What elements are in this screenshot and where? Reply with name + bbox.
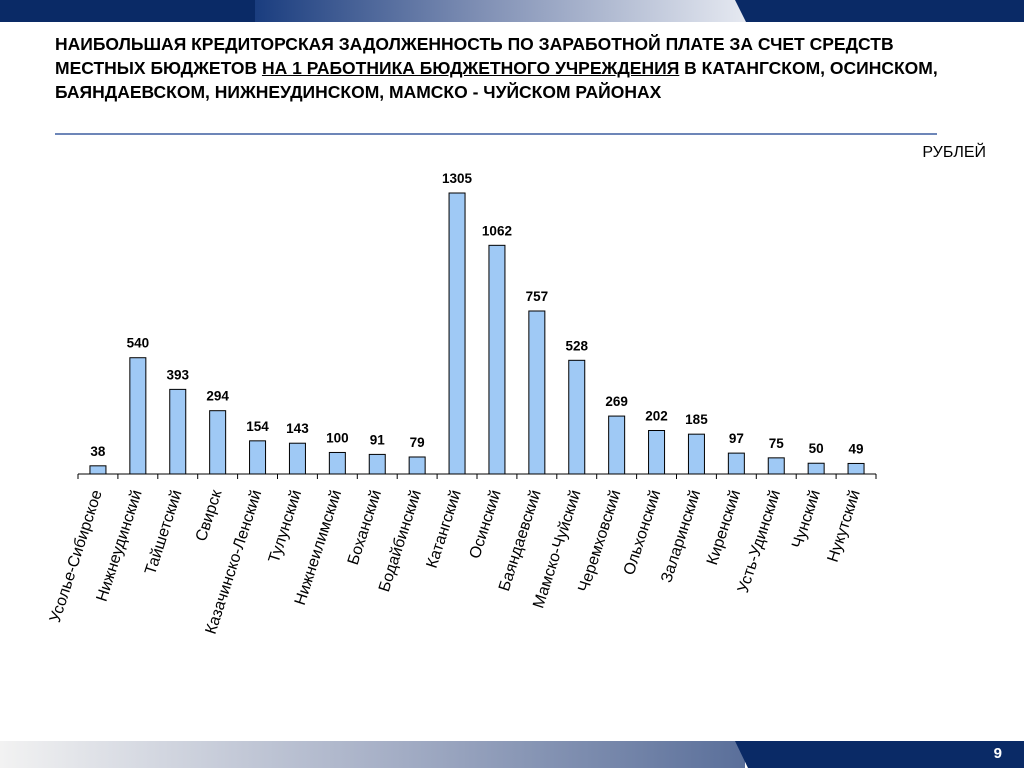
bar-value-label: 49 [849, 441, 864, 456]
bar-value-label: 75 [769, 436, 785, 451]
bar [249, 440, 267, 475]
category-label: Тулунский [266, 488, 306, 565]
bar [488, 244, 506, 475]
category-label: Чунский [789, 488, 824, 551]
bar [528, 310, 546, 475]
category-label: Киренский [704, 488, 744, 567]
bar [687, 433, 705, 475]
category-label: Тайшетский [142, 488, 185, 577]
bar-chart: 38Усолье-Сибирское540Нижнеудинский393Тай… [47, 171, 877, 636]
category-label: Свирск [193, 487, 226, 544]
header-gradient [0, 0, 1024, 22]
bar-value-label: 185 [685, 412, 708, 427]
bar-value-label: 528 [565, 338, 588, 353]
category-label: Нукутский [825, 488, 864, 564]
title-text-end: В КАТАНГСКОМ, ОСИНСКОМ, БАЯНДАЕВСКОМ, НИ… [55, 58, 938, 102]
bar [288, 442, 306, 475]
category-label: Ольхонский [621, 488, 664, 577]
bar-value-label: 97 [729, 431, 744, 446]
title-text: НАИБОЛЬШАЯ КРЕДИТОРСКАЯ ЗАДОЛЖЕННОСТЬ ПО… [55, 34, 894, 78]
bar-value-label: 143 [286, 421, 309, 436]
category-label: Баяндаевский [496, 488, 545, 593]
bar [129, 357, 147, 475]
bar-value-label: 154 [246, 419, 269, 434]
page-number: 9 [993, 745, 1002, 762]
bar [448, 192, 466, 475]
bar-value-label: 91 [370, 432, 386, 447]
bar [727, 452, 745, 475]
category-label: Боханский [345, 488, 385, 567]
bar [648, 430, 666, 475]
category-label: Усть-Удинский [735, 488, 784, 595]
category-label: Усолье-Сибирское [47, 488, 106, 625]
bar-value-label: 38 [90, 444, 106, 459]
bar [608, 415, 626, 475]
bar-value-label: 294 [206, 389, 229, 404]
bar [209, 410, 227, 475]
category-label: Катангский [424, 488, 465, 570]
page-title: НАИБОЛЬШАЯ КРЕДИТОРСКАЯ ЗАДОЛЖЕННОСТЬ ПО… [55, 32, 955, 104]
category-label: Бодайбинский [376, 488, 425, 594]
bar [89, 465, 107, 475]
bar-value-label: 100 [326, 430, 349, 445]
footer-bar: 9 [0, 741, 1024, 768]
bar-value-label: 202 [645, 409, 668, 424]
category-label: Черемховский [575, 488, 624, 594]
bar [847, 462, 865, 475]
bar-value-label: 1305 [442, 171, 473, 186]
bar [328, 451, 346, 475]
bar-value-label: 79 [410, 435, 425, 450]
bar [169, 388, 187, 475]
category-label: Осинский [467, 488, 505, 561]
bar-value-label: 393 [166, 367, 189, 382]
bar-value-label: 540 [127, 336, 150, 351]
bar [767, 457, 785, 475]
bar-value-label: 757 [526, 289, 549, 304]
footer-gradient [0, 741, 1024, 768]
header-bar [0, 0, 1024, 22]
title-divider [55, 133, 937, 135]
bar [568, 359, 586, 475]
title-underlined-text: НА 1 РАБОТНИКА БЮДЖЕТНОГО УЧРЕЖДЕНИЯ [261, 58, 680, 78]
category-label: Заларинский [658, 488, 704, 585]
bar-value-label: 269 [605, 394, 628, 409]
bars-group: 38Усолье-Сибирское540Нижнеудинский393Тай… [47, 171, 877, 636]
bar [408, 456, 426, 475]
bar-value-label: 50 [809, 441, 824, 456]
bar [368, 453, 386, 475]
units-label: РУБЛЕЙ [922, 144, 986, 161]
bar [807, 462, 825, 475]
bar-value-label: 1062 [482, 223, 512, 238]
